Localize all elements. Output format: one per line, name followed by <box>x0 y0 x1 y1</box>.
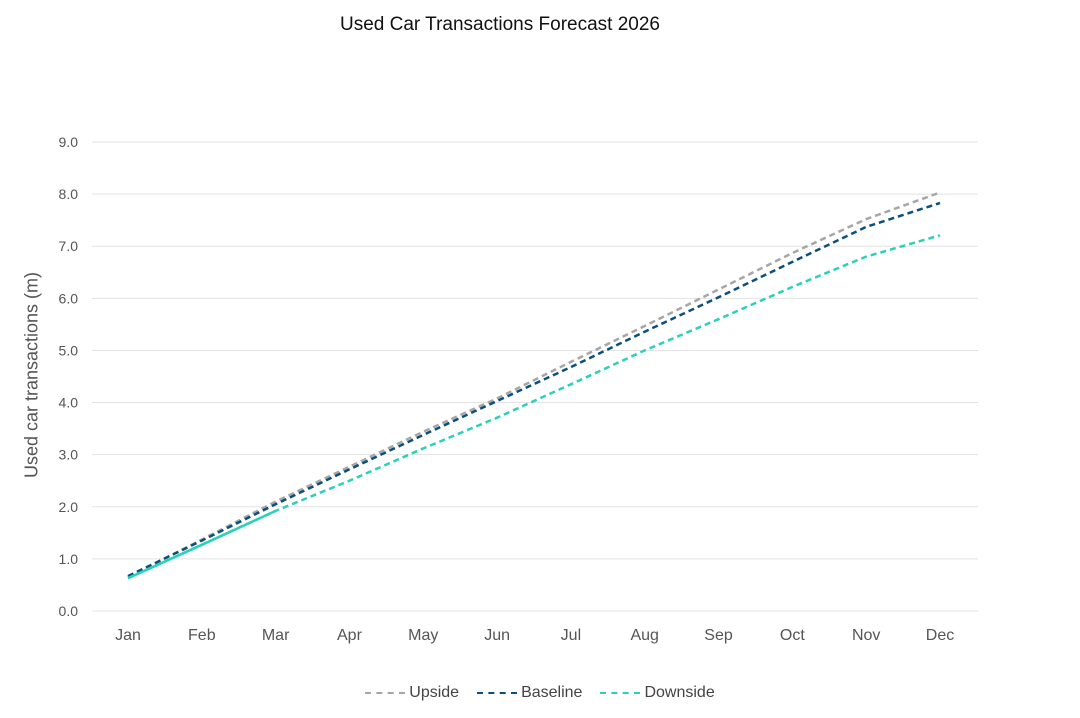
legend-label-upside: Upside <box>409 684 460 701</box>
x-tick-label: May <box>408 627 438 644</box>
y-tick-label: 8.0 <box>59 186 79 202</box>
y-tick-label: 5.0 <box>59 342 79 358</box>
gridlines <box>92 141 978 612</box>
y-tick-label: 9.0 <box>59 134 79 150</box>
legend-item-upside[interactable]: Upside <box>365 684 459 702</box>
y-tick-label: 2.0 <box>59 499 79 515</box>
legend-swatch-baseline <box>477 692 518 694</box>
y-tick-label: 7.0 <box>59 238 79 254</box>
legend-swatch-downside <box>600 692 641 694</box>
y-tick-label: 6.0 <box>59 290 79 306</box>
y-tick-label: 3.0 <box>59 447 79 463</box>
x-tick-label: Jul <box>561 627 581 644</box>
x-tick-labels: Jan Feb Mar Apr May Jun Jul Aug Sep Oct Nov Dec <box>115 627 954 644</box>
legend-item-downside[interactable]: Downside <box>600 684 715 702</box>
x-tick-label: Jun <box>484 627 510 644</box>
x-tick-label: Jan <box>115 627 141 644</box>
legend-item-baseline[interactable]: Baseline <box>477 684 582 702</box>
series-line-downside <box>127 234 941 580</box>
legend-label-downside: Downside <box>644 684 715 701</box>
y-tick-label: 0.0 <box>59 603 79 619</box>
legend-swatch-upside <box>365 692 406 694</box>
legend-label-baseline: Baseline <box>521 684 583 701</box>
chart-title: Used Car Transactions Forecast 2026 <box>340 14 660 35</box>
series-line-upside <box>127 191 941 579</box>
x-tick-label: Oct <box>780 627 805 644</box>
x-tick-label: Dec <box>926 627 954 644</box>
x-tick-label: Aug <box>630 627 658 644</box>
x-tick-label: Sep <box>704 627 733 644</box>
series-line-actual <box>127 509 277 580</box>
x-tick-label: Apr <box>337 627 363 644</box>
y-tick-labels: 0.0 1.0 2.0 3.0 4.0 5.0 6.0 7.0 8.0 9.0 <box>59 134 79 619</box>
series-line-baseline <box>127 201 941 578</box>
legend: Upside Baseline Downside <box>0 684 1080 702</box>
y-tick-label: 4.0 <box>59 395 79 411</box>
x-tick-label: Feb <box>188 627 216 644</box>
x-tick-label: Nov <box>852 627 880 644</box>
x-tick-label: Mar <box>262 627 290 644</box>
y-tick-label: 1.0 <box>59 551 79 567</box>
series-lines <box>127 191 941 580</box>
